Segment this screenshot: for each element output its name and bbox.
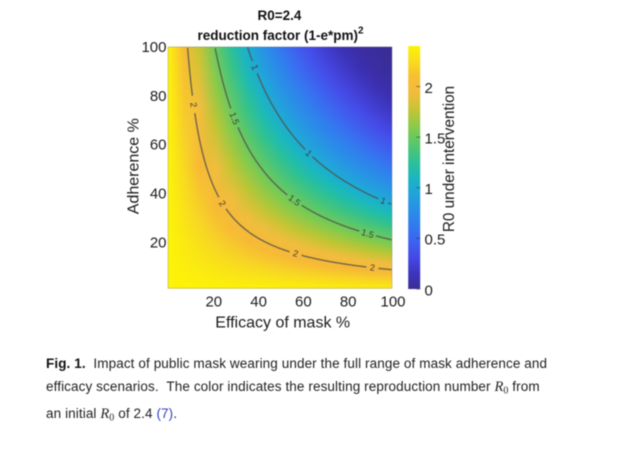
svg-text:2: 2 bbox=[217, 199, 228, 209]
svg-text:0: 0 bbox=[425, 282, 433, 299]
svg-text:60: 60 bbox=[150, 137, 167, 154]
svg-text:40: 40 bbox=[150, 186, 167, 203]
svg-text:R0 under intervention: R0 under intervention bbox=[441, 86, 458, 232]
svg-text:reduction factor (1-e*pm)2: reduction factor (1-e*pm)2 bbox=[197, 25, 364, 43]
svg-text:20: 20 bbox=[150, 234, 167, 251]
svg-text:80: 80 bbox=[340, 294, 357, 311]
svg-text:Adherence %: Adherence % bbox=[126, 118, 143, 214]
svg-text:40: 40 bbox=[250, 294, 267, 311]
svg-text:R0=2.4: R0=2.4 bbox=[258, 8, 302, 23]
svg-text:0.5: 0.5 bbox=[425, 232, 446, 249]
svg-text:1: 1 bbox=[249, 63, 260, 71]
svg-text:1: 1 bbox=[379, 195, 387, 206]
svg-text:100: 100 bbox=[380, 294, 405, 311]
svg-text:1.5: 1.5 bbox=[360, 227, 375, 240]
svg-text:1.5: 1.5 bbox=[227, 111, 241, 126]
svg-text:1: 1 bbox=[304, 148, 315, 159]
svg-text:2: 2 bbox=[188, 102, 199, 108]
svg-text:1: 1 bbox=[425, 181, 433, 198]
svg-text:2: 2 bbox=[292, 248, 300, 259]
svg-text:100: 100 bbox=[141, 39, 166, 56]
svg-text:2: 2 bbox=[425, 80, 433, 97]
svg-text:20: 20 bbox=[205, 294, 222, 311]
svg-text:2: 2 bbox=[369, 262, 375, 273]
svg-text:1.5: 1.5 bbox=[425, 130, 446, 147]
svg-text:60: 60 bbox=[295, 294, 312, 311]
svg-text:80: 80 bbox=[150, 88, 167, 105]
svg-text:Efficacy of mask %: Efficacy of mask % bbox=[215, 315, 350, 332]
